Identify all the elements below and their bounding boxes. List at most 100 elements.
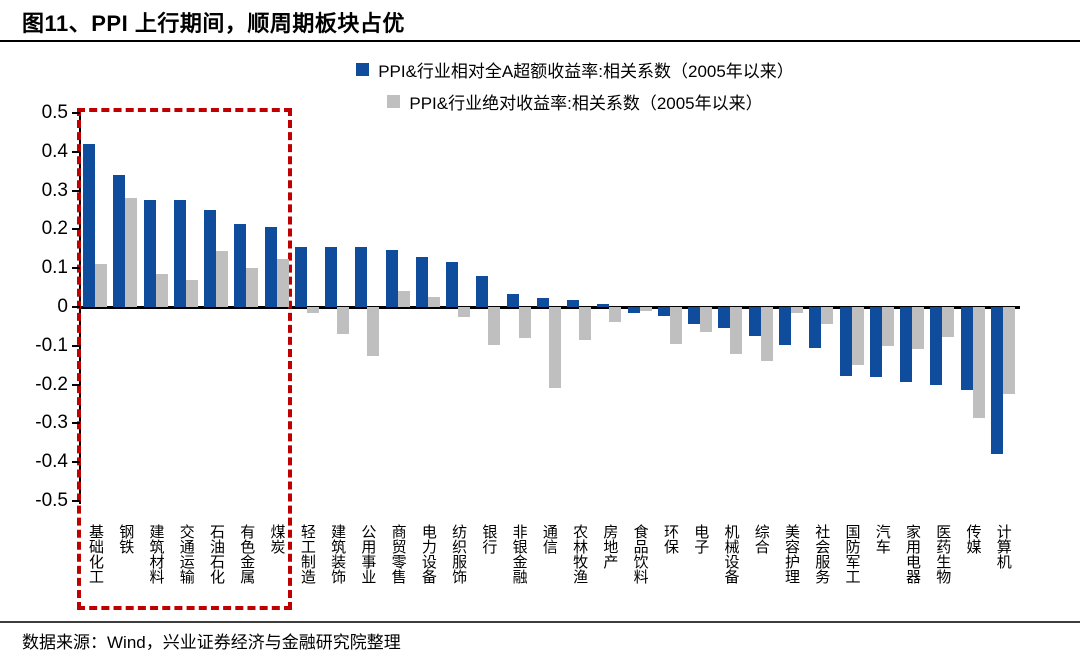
bar-relative-excess-return [869, 307, 882, 378]
y-axis-tick-label: 0 [57, 296, 68, 317]
bar-absolute-return [458, 307, 471, 318]
bar-relative-excess-return [355, 246, 368, 307]
y-axis-tick-mark [72, 150, 80, 153]
x-axis-category-label: 基础化工 [87, 524, 104, 584]
bar-relative-excess-return [113, 175, 126, 307]
bar-relative-excess-return [688, 307, 701, 324]
data-source-note: 数据来源：Wind，兴业证券经济与金融研究院整理 [22, 633, 401, 652]
x-axis-category-label: 社会服务 [813, 524, 831, 584]
legend-item-absolute-return: PPI&行业绝对收益率:相关系数（2005年以来） [387, 89, 763, 114]
y-axis-tick-mark [72, 383, 80, 386]
x-axis-category-label: 综合 [752, 524, 770, 554]
bar-relative-excess-return [778, 307, 791, 346]
y-axis-tick-mark [72, 461, 80, 464]
x-axis-category-label: 农林牧渔 [571, 524, 589, 584]
x-axis-category-label: 美容护理 [782, 524, 800, 584]
x-axis-category-label: 交通运输 [177, 524, 195, 584]
bar-relative-excess-return [900, 307, 913, 383]
y-axis-tick-label: 0.4 [41, 140, 68, 162]
bar-relative-excess-return [294, 246, 307, 307]
bar-absolute-return [246, 268, 259, 307]
y-axis-tick-label: 0.2 [41, 218, 68, 240]
bar-relative-excess-return [536, 298, 549, 307]
bar-relative-excess-return [234, 223, 247, 307]
legend-swatch-gray [387, 95, 401, 108]
chart-legend: PPI&行业相对全A超额收益率:相关系数（2005年以来） PPI&行业绝对收益… [0, 57, 1080, 114]
x-axis-category-label: 传媒 [964, 524, 982, 554]
bar-absolute-return [276, 258, 289, 307]
y-axis-tick-label: -0.5 [35, 490, 68, 511]
x-axis-category-label: 石油石化 [208, 524, 226, 584]
y-axis-tick-mark [72, 500, 80, 502]
bar-absolute-return [306, 307, 319, 313]
x-axis-category-label: 公用事业 [359, 524, 377, 584]
bar-absolute-return [669, 307, 682, 344]
bar-absolute-return [790, 307, 803, 313]
bar-absolute-return [639, 307, 652, 311]
bar-absolute-return [881, 307, 894, 346]
bar-absolute-return [700, 307, 713, 332]
bar-relative-excess-return [990, 307, 1003, 454]
y-axis-tick-mark [72, 228, 80, 231]
bar-relative-excess-return [960, 307, 973, 391]
cyclical-sectors-highlight-box [77, 108, 292, 610]
legend-swatch-blue [356, 63, 370, 76]
bar-relative-excess-return [83, 144, 95, 307]
bar-absolute-return [821, 307, 834, 325]
y-axis-tick-label: 0.3 [41, 179, 68, 201]
bar-relative-excess-return [204, 210, 217, 307]
y-axis-tick-mark [72, 344, 80, 347]
bar-absolute-return [397, 291, 410, 307]
y-axis-tick-mark [72, 267, 80, 270]
bar-relative-excess-return [143, 200, 156, 307]
x-axis-category-label: 汽车 [873, 524, 891, 554]
bar-relative-excess-return [325, 246, 338, 307]
x-axis-category-label: 建筑材料 [147, 524, 165, 584]
bar-absolute-return [427, 296, 440, 307]
x-axis-category-label: 环保 [661, 524, 679, 554]
bar-relative-excess-return [173, 200, 186, 307]
bar-absolute-return [95, 264, 107, 307]
bar-relative-excess-return [446, 262, 459, 307]
x-axis-category-label: 通信 [540, 524, 558, 554]
x-axis-category-label: 商贸零售 [389, 524, 407, 584]
bar-relative-excess-return [930, 307, 943, 385]
x-axis-category-label: 煤炭 [268, 524, 286, 554]
bar-absolute-return [125, 198, 138, 307]
y-axis-tick-mark [72, 189, 80, 192]
y-axis-tick-mark [72, 112, 80, 114]
bar-absolute-return [609, 307, 622, 322]
y-axis-tick-label: -0.3 [35, 412, 68, 434]
y-axis-tick-mark [72, 306, 80, 308]
x-axis-category-label: 计算机 [994, 524, 1012, 569]
bar-absolute-return [760, 307, 773, 362]
bar-relative-excess-return [567, 300, 580, 307]
y-axis-tick-label: 0.5 [41, 102, 68, 123]
legend-item-relative-return: PPI&行业相对全A超额收益率:相关系数（2005年以来） [356, 57, 794, 82]
x-axis-category-label: 电子 [692, 524, 710, 554]
bar-absolute-return [548, 307, 561, 389]
y-axis-tick-label: -0.2 [35, 373, 68, 395]
x-axis-category-label: 轻工制造 [298, 524, 316, 584]
bar-relative-excess-return [415, 256, 428, 307]
y-axis-tick-label: 0.1 [41, 257, 68, 279]
bar-absolute-return [488, 307, 501, 345]
bar-relative-excess-return [627, 307, 640, 313]
legend-label: PPI&行业绝对收益率:相关系数（2005年以来） [409, 94, 763, 113]
bar-relative-excess-return [385, 249, 398, 307]
bar-relative-excess-return [476, 275, 489, 307]
bar-absolute-return [337, 307, 350, 335]
x-axis-category-label: 家用电器 [904, 524, 922, 584]
bar-relative-excess-return [506, 294, 519, 307]
x-axis-category-label: 钢铁 [117, 524, 135, 554]
bar-absolute-return [730, 307, 743, 355]
x-axis-category-label: 银行 [480, 524, 498, 554]
title-divider-line [0, 40, 1080, 42]
x-axis-category-label: 有色金属 [238, 524, 256, 584]
bar-relative-excess-return [597, 303, 610, 307]
bar-absolute-return [942, 307, 955, 338]
bar-absolute-return [367, 307, 380, 356]
bar-absolute-return [972, 307, 985, 418]
page-title: 图11、PPI 上行期间，顺周期板块占优 [22, 11, 405, 36]
